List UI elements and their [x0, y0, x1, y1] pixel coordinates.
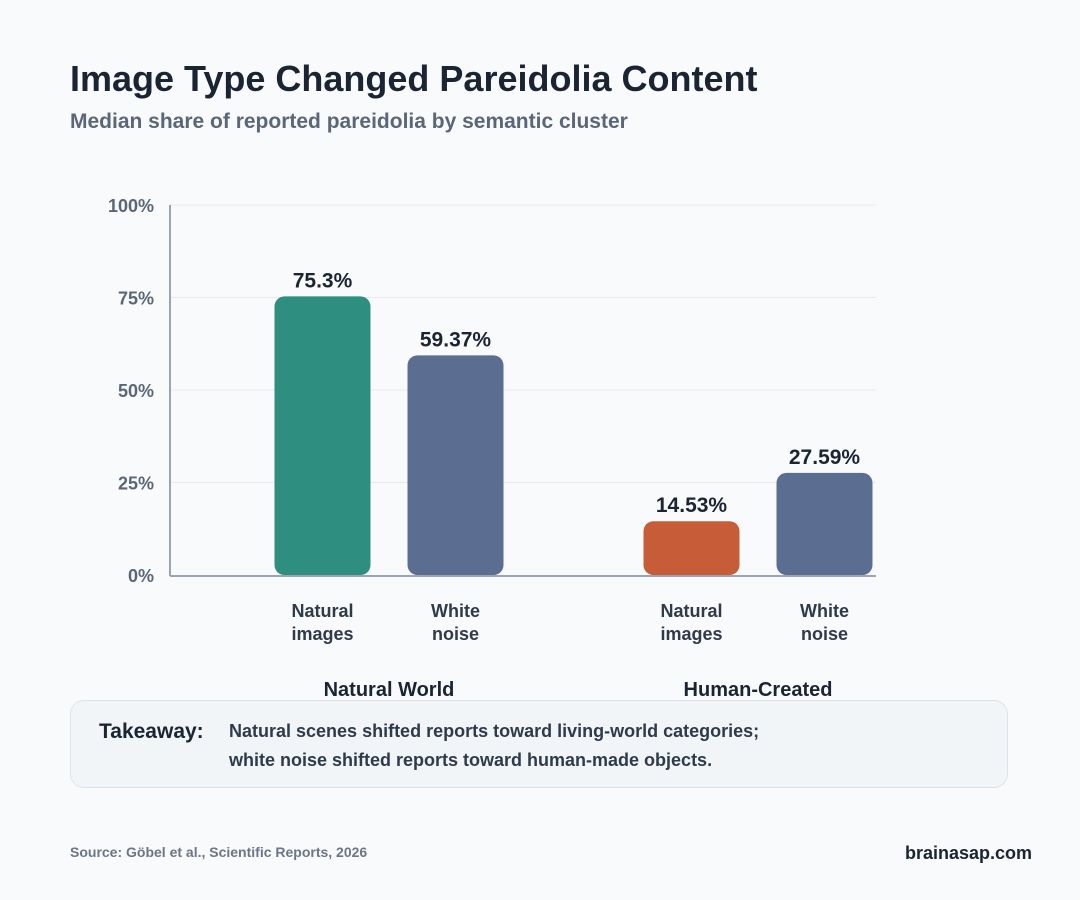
- bar-value-label: 75.3%: [293, 269, 353, 292]
- x-tick-label-line: images: [291, 624, 353, 644]
- bar-value-label: 14.53%: [656, 494, 728, 517]
- chart-subtitle: Median share of reported pareidolia by s…: [70, 110, 628, 133]
- group-label: Human-Created: [684, 679, 833, 700]
- bar: [643, 521, 740, 575]
- bar: [407, 355, 504, 575]
- takeaway-box: Takeaway: Natural scenes shifted reports…: [70, 700, 1008, 788]
- y-tick-label: 25%: [118, 474, 154, 494]
- chart-title: Image Type Changed Pareidolia Content: [70, 58, 758, 99]
- y-tick-label: 100%: [108, 196, 154, 216]
- takeaway-text: Natural scenes shifted reports toward li…: [229, 717, 869, 775]
- bar-value-label: 59.37%: [420, 328, 492, 351]
- x-tick-label-line: White: [431, 601, 480, 621]
- x-tick-label-line: Natural: [660, 601, 722, 621]
- brand-link[interactable]: brainasap.com: [904, 843, 1032, 863]
- x-tick-label: Natural images: [291, 601, 353, 644]
- y-tick-label: 75%: [118, 289, 154, 309]
- takeaway-line-2: white noise shifted reports toward human…: [229, 750, 713, 770]
- x-tick-label: Natural images: [660, 601, 722, 644]
- bar-chart: 0% 25% 50% 75% 100% 75.3% Natural images 59.37% W…: [108, 196, 876, 700]
- x-tick-label-line: White: [800, 601, 849, 621]
- y-tick-label: 50%: [118, 381, 154, 401]
- bar-value-label: 27.59%: [789, 446, 861, 469]
- x-tick-label-line: noise: [432, 624, 479, 644]
- x-tick-label: White noise: [431, 601, 480, 644]
- x-tick-label-line: noise: [801, 624, 848, 644]
- x-tick-label-line: images: [660, 624, 722, 644]
- x-tick-label: White noise: [800, 601, 849, 644]
- y-tick-label: 0%: [128, 566, 154, 586]
- group-label: Natural World: [324, 679, 455, 700]
- bar: [274, 296, 371, 575]
- x-tick-label-line: Natural: [291, 601, 353, 621]
- takeaway-line-1: Natural scenes shifted reports toward li…: [229, 721, 760, 741]
- bar: [776, 472, 873, 575]
- source-note: Source: Göbel et al., Scientific Reports…: [70, 844, 368, 860]
- takeaway-label: Takeaway:: [99, 720, 204, 743]
